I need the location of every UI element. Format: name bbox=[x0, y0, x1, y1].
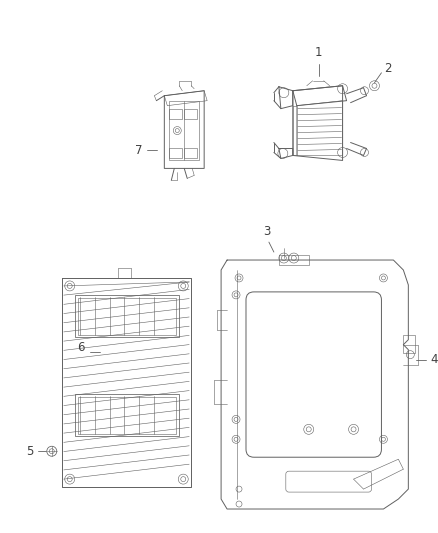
Text: 5: 5 bbox=[26, 445, 34, 458]
Text: 2: 2 bbox=[385, 62, 392, 75]
Text: 4: 4 bbox=[430, 353, 438, 366]
Bar bbox=[170, 109, 182, 119]
Bar bbox=[75, 394, 179, 437]
Text: 1: 1 bbox=[315, 46, 322, 59]
Bar bbox=[78, 398, 176, 434]
Bar bbox=[170, 149, 182, 158]
Bar bbox=[75, 295, 179, 337]
Text: 3: 3 bbox=[263, 225, 271, 238]
Bar bbox=[184, 109, 197, 119]
Bar bbox=[170, 101, 199, 160]
Text: 7: 7 bbox=[135, 144, 142, 157]
Text: 6: 6 bbox=[77, 341, 85, 354]
Bar bbox=[78, 298, 176, 335]
Bar bbox=[184, 149, 197, 158]
Bar bbox=[403, 335, 415, 353]
